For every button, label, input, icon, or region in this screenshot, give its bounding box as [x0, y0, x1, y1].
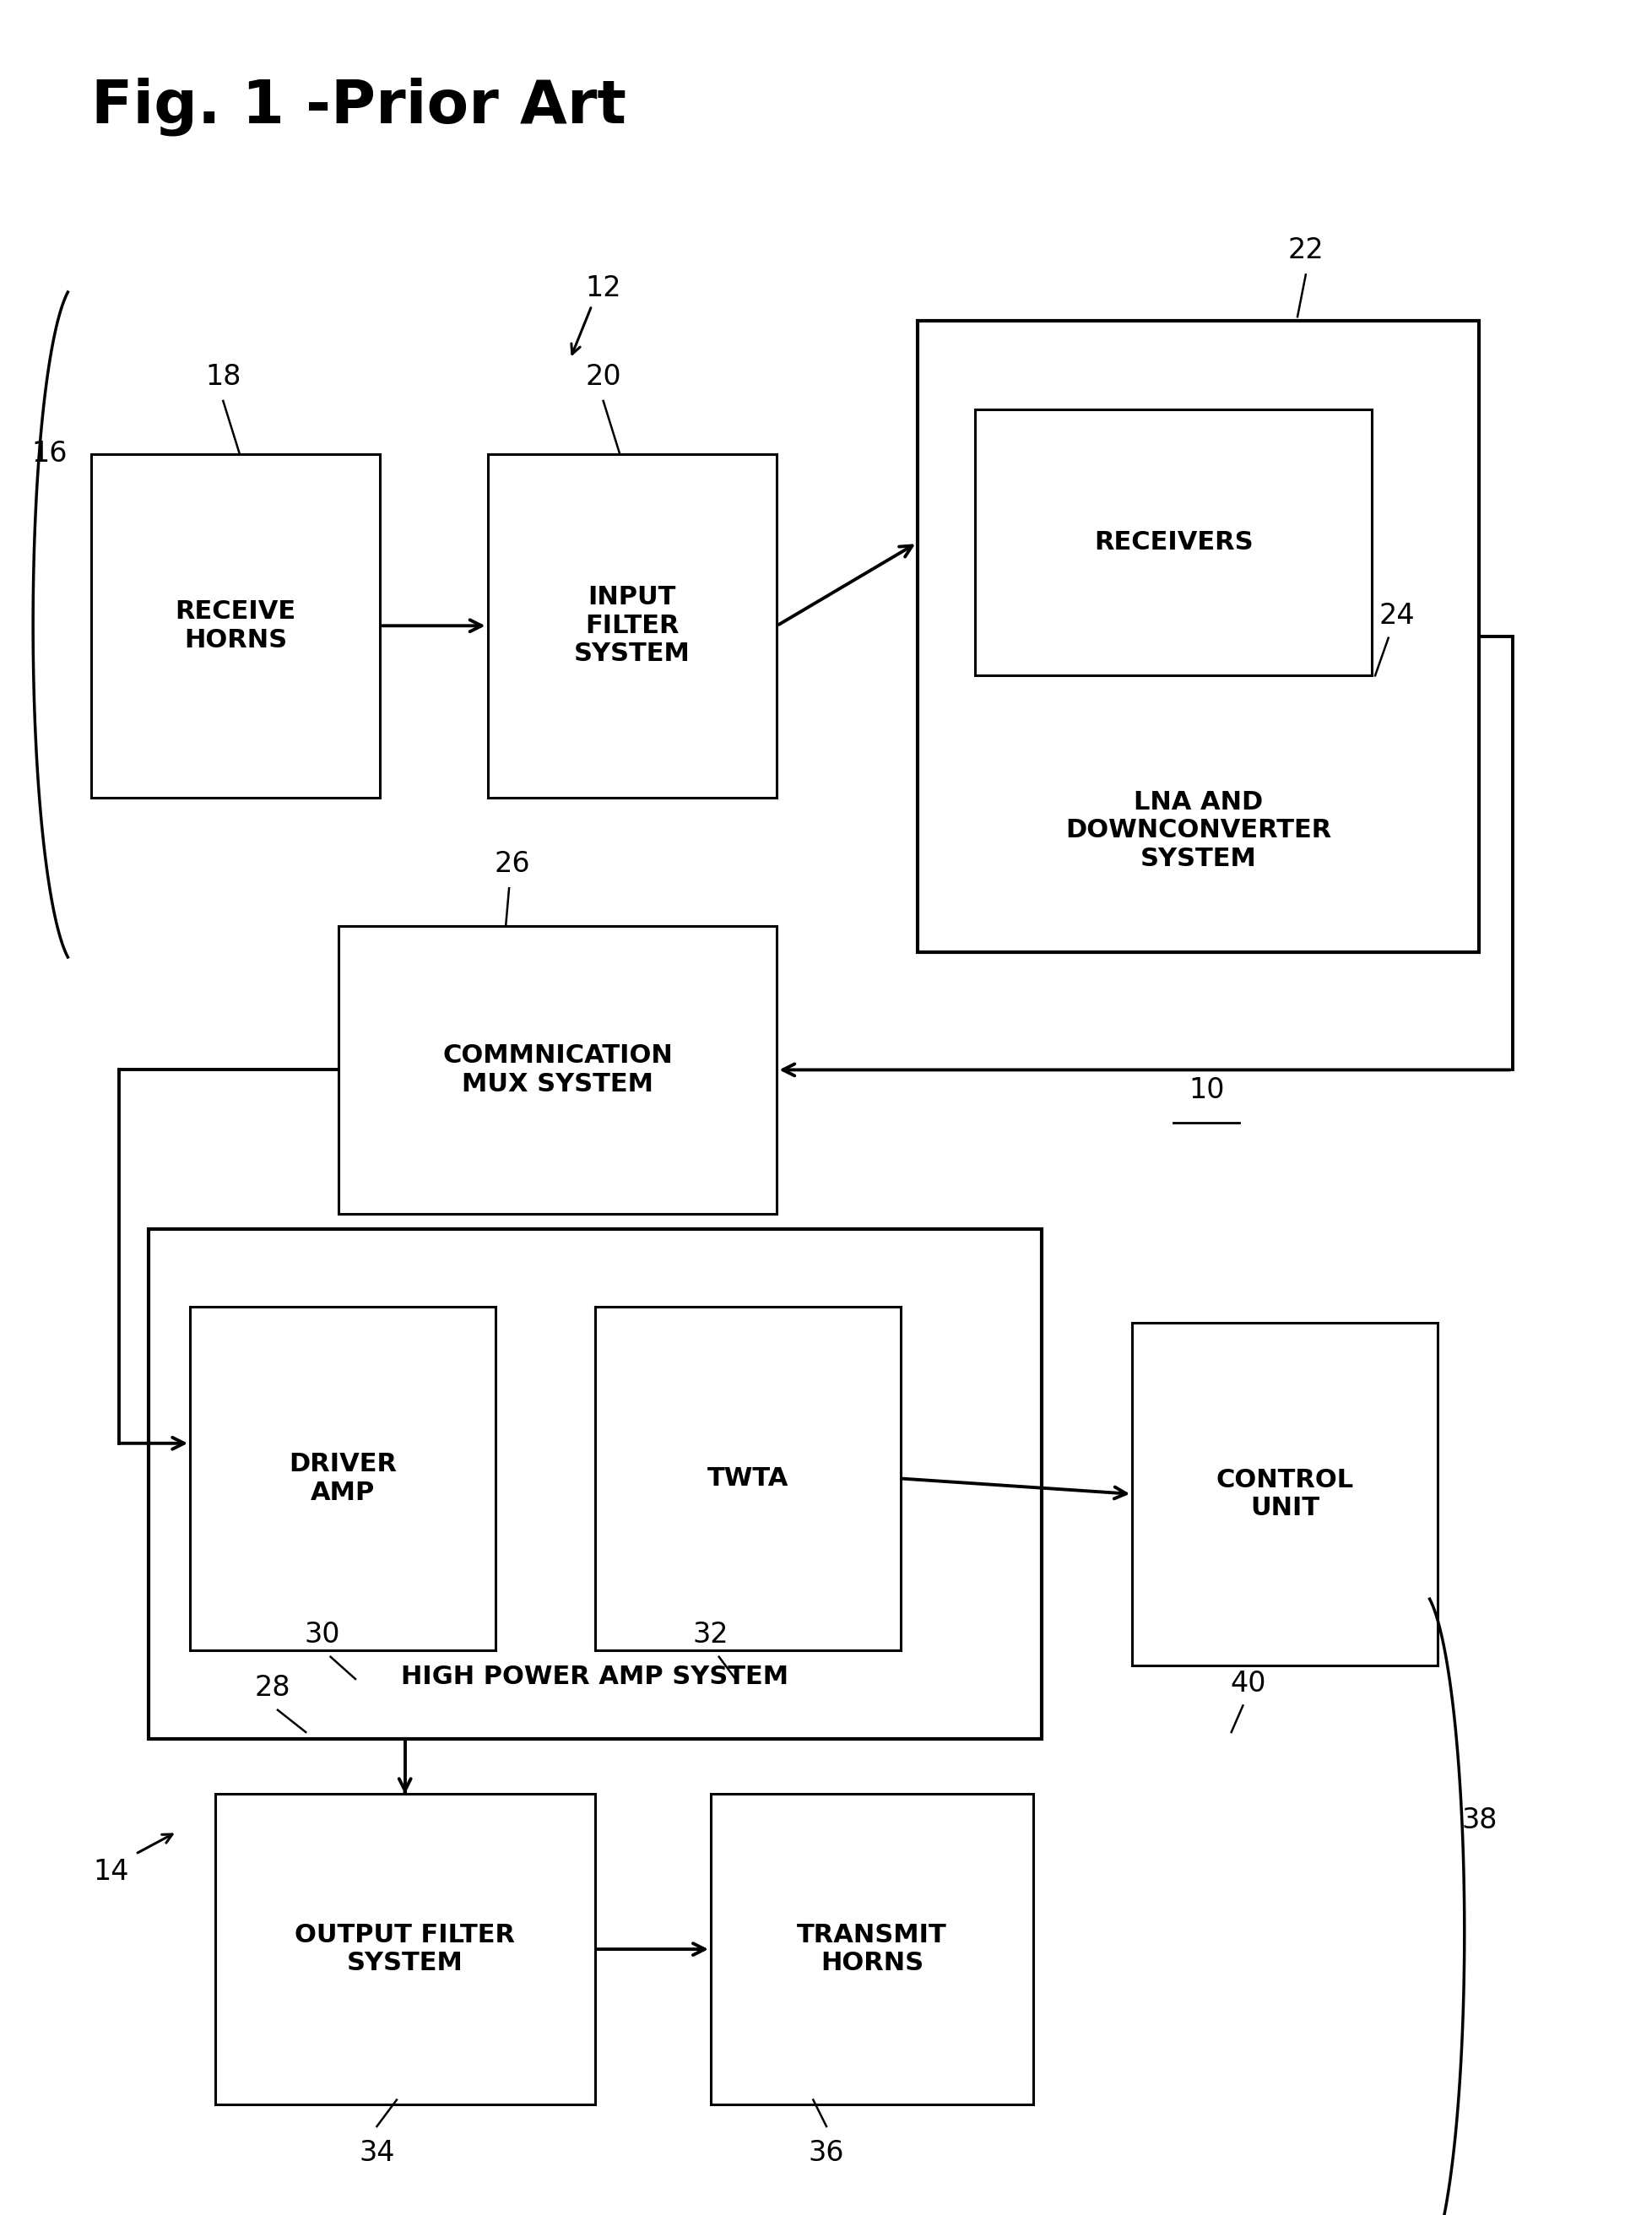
Text: 34: 34 [358, 2140, 395, 2166]
Text: 10: 10 [1188, 1076, 1224, 1103]
Text: COMMNICATION
MUX SYSTEM: COMMNICATION MUX SYSTEM [443, 1043, 672, 1096]
Text: 32: 32 [692, 1621, 729, 1648]
Text: Fig. 1 -Prior Art: Fig. 1 -Prior Art [91, 78, 626, 135]
Bar [339, 926, 776, 1214]
Bar [149, 1229, 1041, 1739]
Bar [215, 1794, 595, 2104]
Text: TRANSMIT
HORNS: TRANSMIT HORNS [796, 1923, 947, 1976]
Text: 22: 22 [1287, 237, 1323, 264]
Bar [91, 454, 380, 797]
Bar [190, 1307, 496, 1650]
Text: 20: 20 [585, 363, 621, 390]
Text: 26: 26 [494, 851, 530, 877]
Text: 16: 16 [31, 441, 68, 467]
Text: 18: 18 [205, 363, 241, 390]
Text: 24: 24 [1378, 602, 1414, 629]
Bar [710, 1794, 1032, 2104]
Text: 14: 14 [93, 1858, 129, 1885]
Text: CONTROL
UNIT: CONTROL UNIT [1216, 1469, 1353, 1519]
Text: INPUT
FILTER
SYSTEM: INPUT FILTER SYSTEM [573, 585, 691, 667]
Text: DRIVER
AMP: DRIVER AMP [289, 1453, 396, 1504]
Text: 40: 40 [1229, 1670, 1265, 1697]
Text: LNA AND
DOWNCONVERTER
SYSTEM: LNA AND DOWNCONVERTER SYSTEM [1064, 791, 1332, 870]
Text: OUTPUT FILTER
SYSTEM: OUTPUT FILTER SYSTEM [294, 1923, 515, 1976]
Text: RECEIVE
HORNS: RECEIVE HORNS [175, 600, 296, 651]
Text: HIGH POWER AMP SYSTEM: HIGH POWER AMP SYSTEM [401, 1663, 788, 1690]
Bar [1132, 1322, 1437, 1666]
Bar [975, 410, 1371, 676]
Text: TWTA: TWTA [707, 1466, 788, 1491]
Bar [917, 321, 1479, 952]
Text: 28: 28 [254, 1675, 291, 1701]
Text: 38: 38 [1460, 1807, 1497, 1834]
Text: 30: 30 [304, 1621, 340, 1648]
Text: 12: 12 [585, 275, 621, 301]
Text: RECEIVERS: RECEIVERS [1094, 529, 1252, 556]
Bar [487, 454, 776, 797]
Text: 36: 36 [808, 2140, 844, 2166]
Bar [595, 1307, 900, 1650]
